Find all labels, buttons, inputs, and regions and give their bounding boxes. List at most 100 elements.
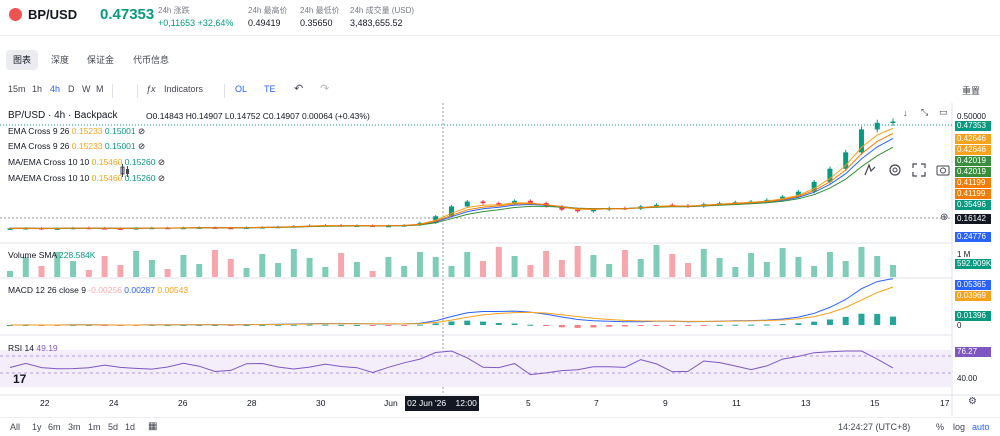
volume-legend[interactable]: Volume SMA 228.584K: [8, 250, 95, 260]
indicator-legend-1[interactable]: EMA Cross 9 26 0.15233 0.15001 ⊘: [8, 126, 145, 137]
indicator-value-1: 0.15233: [71, 141, 103, 151]
macd-histogram-bar: [543, 325, 550, 327]
time-label: 28: [247, 398, 257, 408]
clock-readout[interactable]: 14:24:27 (UTC+8): [838, 422, 911, 432]
volume-bar: [290, 249, 297, 277]
candle-body: [102, 228, 108, 230]
indicator-legend-3[interactable]: MA/EMA Cross 10 10 0.15460 0.15260 ⊘: [8, 157, 165, 168]
compare-icon[interactable]: [863, 163, 877, 177]
time-label: 17: [940, 398, 950, 408]
stat-label-volume: 24h 成交量 (USD): [350, 6, 415, 15]
chevron-down-icon[interactable]: ↓: [903, 108, 908, 118]
tab-depth[interactable]: 深度: [51, 55, 70, 65]
tab-chart[interactable]: 图表: [6, 50, 39, 70]
indicator-name: EMA Cross 9 26: [8, 141, 70, 151]
macd-histogram-bar: [480, 321, 487, 325]
candle-body: [496, 203, 502, 205]
candlestick-icon[interactable]: [120, 164, 130, 178]
rsi-legend[interactable]: RSI 14 49.19: [8, 343, 58, 353]
volume-bar: [621, 250, 628, 277]
rsi-legend-name: RSI 14: [8, 343, 34, 353]
reset-button[interactable]: 重置: [962, 86, 981, 96]
auto-toggle[interactable]: auto: [972, 422, 990, 432]
price-box-low: 0.35496: [955, 200, 991, 210]
tab-margin[interactable]: 保证金: [87, 55, 115, 65]
ol-button[interactable]: OL: [235, 84, 248, 94]
time-label: 26: [178, 398, 188, 408]
tab-token-info[interactable]: 代币信息: [133, 55, 170, 65]
range-all[interactable]: All: [10, 422, 21, 432]
redo-icon[interactable]: ↷: [320, 83, 330, 95]
indicators-button[interactable]: Indicators: [164, 84, 204, 94]
stat-label-high: 24h 最高价: [248, 6, 288, 15]
log-toggle[interactable]: log: [953, 422, 966, 432]
range-1m[interactable]: 1m: [88, 422, 101, 432]
indicator-legend-4[interactable]: MA/EMA Cross 10 10 0.15460 0.15260 ⊘: [8, 173, 165, 184]
volume-bar: [748, 253, 755, 277]
macd-histogram-bar: [448, 321, 455, 325]
volume-bar: [732, 267, 739, 277]
indicator-value-1: 0.15460: [91, 173, 123, 183]
rsi-legend-value: 49.19: [36, 343, 58, 353]
percent-toggle[interactable]: %: [936, 422, 945, 432]
volume-bar: [196, 264, 203, 277]
settings-gear-icon[interactable]: [888, 163, 902, 177]
time-label: 22: [40, 398, 50, 408]
macd-histogram-bar: [685, 325, 692, 326]
volume-bar: [22, 257, 29, 277]
price-box-ma: 0.42019: [955, 156, 991, 166]
volume-bar: [495, 247, 502, 277]
volume-bar: [38, 266, 45, 277]
camera-icon[interactable]: [936, 163, 950, 177]
range-5d[interactable]: 5d: [108, 422, 119, 432]
add-alert-icon[interactable]: ⊕: [940, 212, 949, 223]
te-button[interactable]: TE: [264, 84, 276, 94]
macd-histogram-bar: [795, 323, 802, 325]
candle-body: [480, 201, 486, 204]
calendar-icon[interactable]: ▦: [148, 421, 158, 432]
axis-settings-gear-icon[interactable]: ⚙: [968, 396, 977, 407]
interval-w[interactable]: W: [82, 84, 91, 94]
undo-icon[interactable]: ↶: [294, 83, 304, 95]
volume-legend-name: Volume SMA: [8, 250, 57, 260]
interval-15m[interactable]: 15m: [8, 84, 26, 94]
interval-d[interactable]: D: [68, 84, 75, 94]
crosshair-time-label: 02 Jun '26 12:00: [405, 396, 479, 411]
volume-bar: [133, 251, 140, 277]
candle-body: [527, 200, 533, 204]
macd-histogram-bar: [732, 324, 739, 326]
indicators-icon[interactable]: ƒx: [146, 84, 156, 94]
hide-icon[interactable]: ⊘: [157, 173, 165, 183]
volume-bar: [874, 256, 881, 277]
hide-icon[interactable]: ⊘: [138, 126, 146, 136]
moving-average-line: [9, 132, 894, 229]
macd-histogram-bar: [385, 325, 392, 326]
maximize-pane-icon[interactable]: ▭: [939, 107, 948, 117]
candle-body: [795, 191, 801, 197]
macd-histogram-bar: [133, 325, 140, 326]
range-1y[interactable]: 1y: [32, 422, 42, 432]
stat-label-change: 24h 涨跌: [158, 6, 190, 15]
range-1d[interactable]: 1d: [125, 422, 136, 432]
volume-bar: [685, 263, 692, 277]
fullscreen-icon[interactable]: [912, 163, 926, 177]
token-icon: [9, 8, 22, 21]
interval-m[interactable]: M: [96, 84, 104, 94]
macd-legend[interactable]: MACD 12 26 close 9 -0.00256 0.00287 0.00…: [8, 285, 188, 295]
volume-bar: [527, 265, 534, 277]
pair-symbol[interactable]: BP/USD: [28, 7, 78, 22]
range-3m[interactable]: 3m: [68, 422, 81, 432]
tradingview-logo-icon[interactable]: 17: [13, 372, 27, 386]
chart-canvas[interactable]: [0, 103, 1000, 416]
indicator-value-2: 0.15260: [124, 157, 156, 167]
indicator-legend-2[interactable]: EMA Cross 9 26 0.15233 0.15001 ⊘: [8, 141, 145, 152]
interval-4h[interactable]: 4h: [50, 84, 61, 94]
range-6m[interactable]: 6m: [48, 422, 61, 432]
volume-bar: [779, 248, 786, 277]
hide-icon[interactable]: ⊘: [138, 141, 146, 151]
interval-1h[interactable]: 1h: [32, 84, 43, 94]
hide-icon[interactable]: ⊘: [157, 157, 165, 167]
macd-histogram-bar: [54, 325, 61, 326]
collapse-icon[interactable]: ⤡: [921, 107, 929, 117]
macd-legend-signal: 0.00543: [157, 285, 189, 295]
